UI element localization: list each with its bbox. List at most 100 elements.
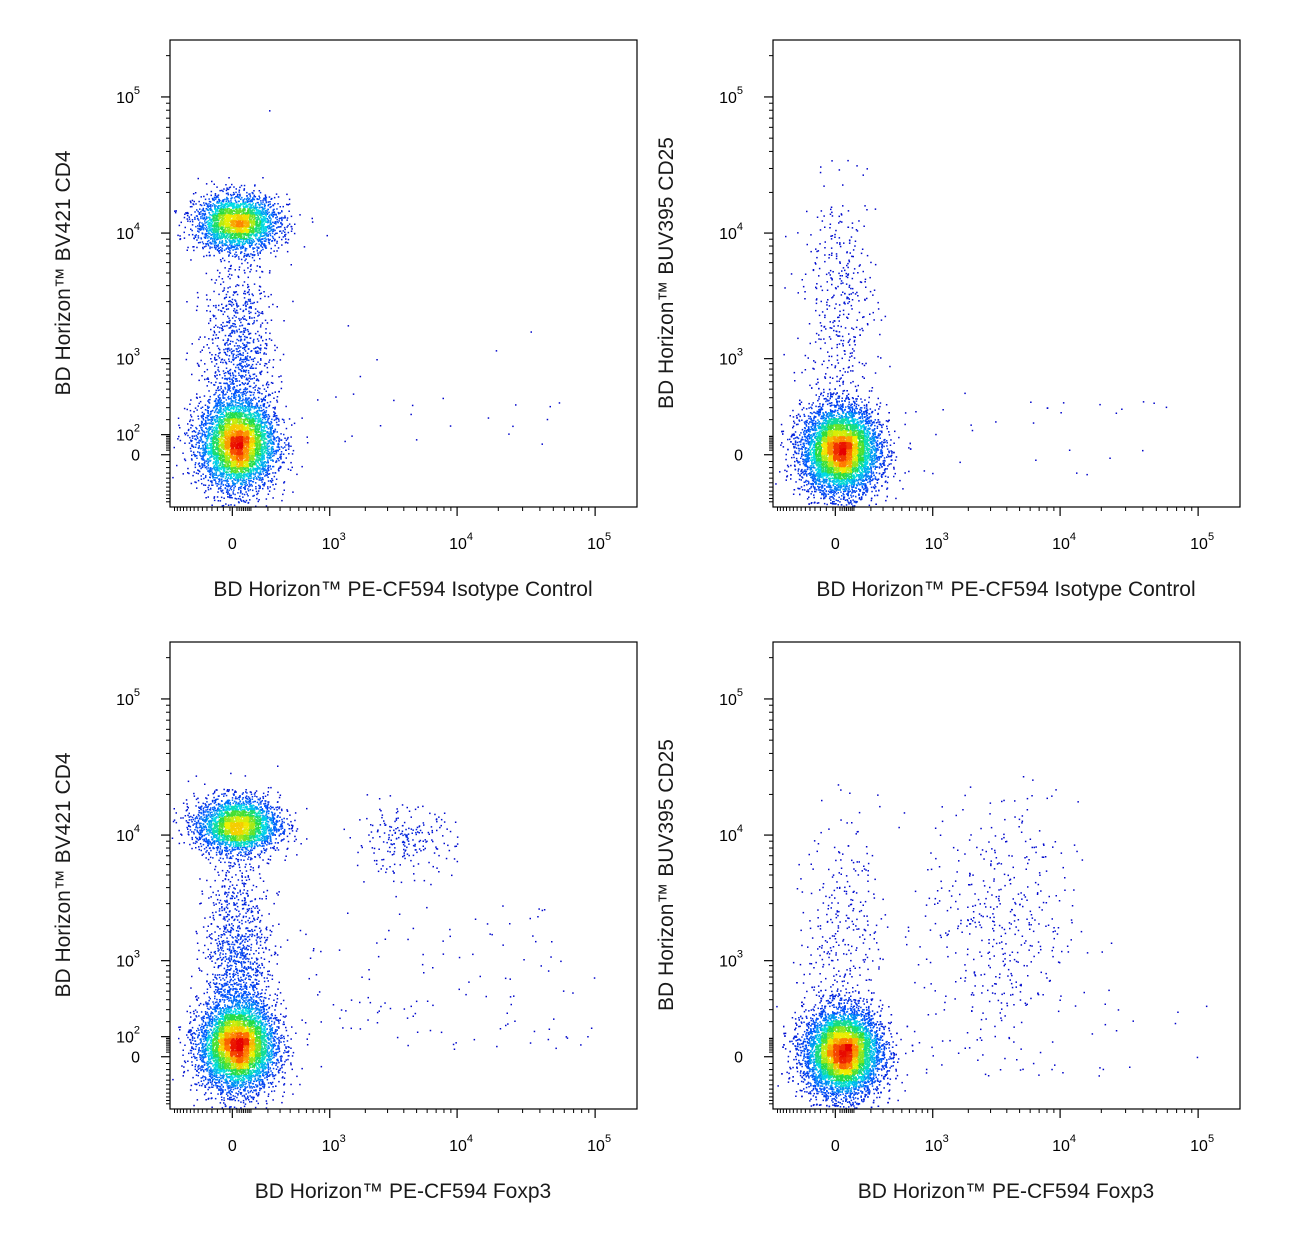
event-dot	[238, 368, 240, 371]
event-dot	[252, 394, 255, 396]
event-dot	[221, 420, 223, 423]
event-dot	[230, 473, 233, 475]
event-dot	[268, 393, 270, 396]
event-dot	[215, 434, 218, 437]
event-dot	[256, 493, 258, 496]
event-dot	[232, 206, 234, 208]
event-dot	[214, 451, 217, 454]
event-dot	[273, 454, 275, 457]
event-dot	[269, 206, 271, 209]
event-dot	[265, 220, 267, 222]
event-dot	[268, 405, 270, 408]
event-dot	[205, 490, 207, 492]
event-dot	[214, 233, 217, 236]
event-dot	[213, 497, 215, 499]
event-dot	[273, 250, 275, 252]
event-dot	[258, 468, 261, 470]
event-dot	[261, 322, 264, 324]
event-dot	[255, 231, 258, 233]
event-dot	[226, 234, 228, 237]
event-dot	[242, 402, 245, 404]
event-dot	[219, 487, 222, 489]
event-dot	[244, 233, 246, 236]
event-dot	[244, 345, 247, 348]
event-dot	[239, 406, 241, 408]
event-dot	[288, 442, 290, 444]
event-dot	[282, 453, 285, 455]
event-dot	[266, 225, 269, 228]
event-dot	[279, 206, 281, 208]
event-dot	[219, 462, 222, 464]
event-dot	[248, 333, 250, 336]
event-dot	[279, 230, 281, 233]
event-dot	[244, 329, 247, 331]
event-dot	[263, 243, 266, 245]
event-dot	[218, 228, 220, 231]
event-dot	[263, 234, 266, 237]
event-dot	[189, 447, 192, 450]
event-dot	[263, 438, 266, 440]
event-dot	[265, 233, 268, 236]
event-dot	[212, 314, 214, 317]
event-dot	[245, 397, 247, 399]
event-dot	[210, 219, 213, 221]
event-dot	[263, 208, 265, 211]
event-dot	[282, 236, 285, 238]
event-dot	[216, 214, 219, 217]
event-dot	[204, 409, 207, 411]
event-dot	[244, 318, 246, 320]
event-dot	[237, 474, 239, 477]
event-dot	[243, 184, 246, 187]
event-dot	[225, 305, 227, 307]
event-dot	[218, 423, 220, 425]
event-dot	[194, 454, 196, 456]
event-dot	[267, 493, 270, 495]
event-dot	[212, 440, 214, 443]
event-dot	[210, 420, 213, 423]
event-dot	[202, 449, 204, 451]
event-dot	[263, 439, 265, 442]
event-dot	[259, 349, 262, 351]
event-dot	[222, 329, 224, 331]
event-dot	[204, 452, 206, 454]
event-dot	[209, 219, 211, 221]
event-dot	[255, 214, 258, 216]
event-dot	[277, 458, 279, 460]
event-dot	[230, 410, 232, 413]
event-dot	[197, 415, 199, 417]
event-dot	[207, 230, 209, 232]
event-dot	[287, 468, 290, 470]
event-dot	[267, 383, 270, 386]
event-dot	[267, 212, 269, 215]
event-dot	[223, 204, 225, 206]
event-dot	[219, 272, 221, 274]
event-dot	[225, 399, 228, 401]
event-dot	[237, 480, 240, 483]
event-dot	[184, 213, 186, 215]
event-dot	[221, 480, 223, 482]
event-dot	[251, 212, 253, 214]
event-dot	[230, 412, 232, 414]
event-dot	[249, 477, 251, 480]
event-dot	[252, 462, 255, 465]
event-dot	[213, 467, 215, 469]
event-dot	[267, 233, 270, 236]
event-dot	[253, 494, 255, 497]
event-dot	[242, 284, 244, 287]
event-dot	[212, 451, 215, 453]
event-dot	[214, 354, 217, 356]
event-dot	[212, 473, 214, 475]
event-dot	[206, 240, 209, 243]
event-dot	[195, 203, 197, 205]
event-dot	[223, 351, 226, 354]
event-dot	[214, 235, 216, 238]
event-dot	[217, 449, 219, 452]
event-dot	[194, 235, 196, 237]
event-dot	[201, 241, 204, 243]
event-dot	[252, 421, 254, 424]
event-dot	[223, 243, 226, 246]
event-dot	[239, 336, 241, 338]
event-dot	[261, 453, 264, 455]
event-dot	[230, 496, 232, 499]
event-dot	[202, 217, 204, 219]
